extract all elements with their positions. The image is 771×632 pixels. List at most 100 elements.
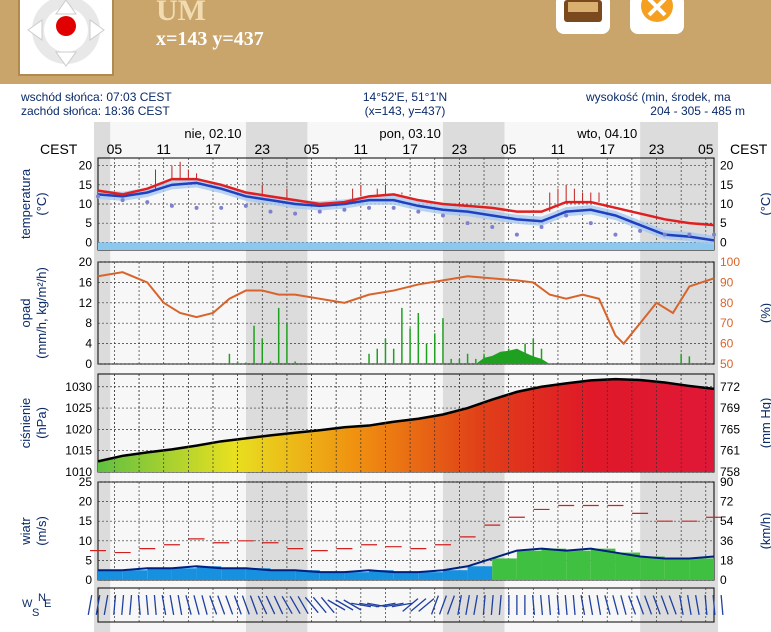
wind-direction-arrow xyxy=(473,595,478,615)
elevation-values: 204 - 305 - 485 m xyxy=(650,104,745,118)
wind-direction-arrow xyxy=(668,595,677,615)
wind-direction-arrow xyxy=(201,595,208,615)
night-band xyxy=(640,122,718,632)
wind-direction-arrow xyxy=(121,594,125,616)
y-tick-label: 1015 xyxy=(65,444,92,458)
wind-direction-arrow xyxy=(265,595,276,615)
wind-direction-arrow xyxy=(383,602,404,608)
hour-label: 05 xyxy=(501,141,517,157)
model-name: UM xyxy=(156,0,206,27)
y-axis-unit: (m/s) xyxy=(34,516,49,546)
wind-speed-fill xyxy=(245,568,271,580)
wind-direction-arrow xyxy=(103,595,109,615)
wind-speed-fill xyxy=(221,568,246,580)
y-tick-label: 25 xyxy=(79,475,93,489)
wind-direction-arrow xyxy=(596,595,602,615)
wind-direction-arrow xyxy=(720,594,724,616)
wind-speed-fill xyxy=(295,570,320,580)
compass-arrows-icon[interactable] xyxy=(18,0,114,76)
pressure-line xyxy=(97,377,715,463)
wind-direction-arrow xyxy=(335,599,354,611)
y-tick-label-right: 72 xyxy=(720,495,734,509)
wind-speed-line xyxy=(98,547,715,574)
y-tick-label: 20 xyxy=(79,495,93,509)
wind-direction-arrow xyxy=(193,595,200,615)
hour-label: 05 xyxy=(698,141,714,157)
wind-direction-arrow xyxy=(540,594,544,616)
day-label: pon, 03.10 xyxy=(379,126,440,141)
y-tick-label-right: 15 xyxy=(720,178,734,192)
dewpoint-dot xyxy=(169,203,174,208)
precip-area xyxy=(475,348,550,364)
wind-direction-arrow xyxy=(257,595,268,615)
wind-speed-fill xyxy=(393,572,419,580)
tz-label-right: CEST xyxy=(730,141,768,157)
pressure-area xyxy=(98,379,714,472)
wind-direction-arrow xyxy=(281,596,293,614)
y-tick-label: 15 xyxy=(79,178,93,192)
export-icon xyxy=(564,0,602,22)
dewpoint-dot xyxy=(268,209,273,214)
dewpoint-dot xyxy=(662,232,667,237)
dewpoint-dot xyxy=(145,200,150,205)
temperature-blue-line xyxy=(97,181,715,242)
wind-direction-arrow xyxy=(636,595,645,615)
wind-speed-fill xyxy=(664,558,690,580)
wind-direction-arrow xyxy=(532,594,536,616)
y-tick-label-right: 60 xyxy=(720,337,734,351)
right-axis-title: (%) xyxy=(758,303,771,323)
y-tick-label-right: 100 xyxy=(720,255,740,269)
wind-speed-fill xyxy=(467,566,493,580)
dewpoint-dot xyxy=(243,203,248,208)
wind-direction-arrow xyxy=(177,595,183,615)
y-tick-label: 5 xyxy=(85,216,92,230)
wind-direction-arrow xyxy=(145,594,149,616)
y-tick-label-right: 765 xyxy=(720,422,740,436)
wind-speed-fill xyxy=(418,572,443,580)
wind-speed-fill xyxy=(541,548,567,580)
wind-speed-fill xyxy=(640,556,665,580)
direction-letter: E xyxy=(44,598,51,610)
dewpoint-dot xyxy=(539,225,544,229)
y-tick-label: 0 xyxy=(85,357,92,371)
wind-speed-fill xyxy=(147,568,172,580)
y-tick-label: 15 xyxy=(79,514,93,528)
dewpoint-dot xyxy=(440,213,445,218)
hour-label: 23 xyxy=(254,141,270,157)
y-tick-label: 16 xyxy=(79,275,93,289)
wind-direction-arrow xyxy=(153,594,157,616)
close-button[interactable] xyxy=(630,0,684,34)
tz-label-left: CEST xyxy=(40,141,78,157)
wind-direction-arrow xyxy=(644,595,653,615)
wind-direction-arrow xyxy=(418,598,435,612)
wind-direction-arrow xyxy=(297,596,309,614)
export-button[interactable] xyxy=(556,0,610,34)
y-tick-label-right: 80 xyxy=(720,296,734,310)
meteogram: wschód słońca: 07:03 CEST zachód słońca:… xyxy=(18,90,771,632)
wind-direction-arrow xyxy=(482,594,486,616)
y-tick-label: 10 xyxy=(79,534,93,548)
header-bar: UM x=143 y=437 xyxy=(0,0,771,84)
wind-direction-arrow xyxy=(161,595,167,615)
hour-label: 17 xyxy=(402,141,418,157)
wind-direction-arrow xyxy=(438,595,447,615)
dewpoint-dot xyxy=(588,221,593,226)
direction-letter: W xyxy=(22,598,33,610)
sunrise-text: wschód słońca: 07:03 CEST xyxy=(20,90,172,104)
day-label: wto, 04.10 xyxy=(576,126,637,141)
wind-direction-arrow xyxy=(95,595,101,615)
wind-speed-fill xyxy=(196,566,222,580)
y-axis-unit: (°C) xyxy=(34,192,49,215)
y-tick-label-right: 90 xyxy=(720,475,734,489)
y-tick-label-right: 70 xyxy=(720,316,734,330)
y-axis-title: opad xyxy=(18,299,33,328)
wind-direction-arrow xyxy=(564,594,568,616)
wind-direction-arrow xyxy=(241,595,250,615)
wind-direction-arrow xyxy=(588,595,594,615)
y-tick-label-right: 54 xyxy=(720,514,734,528)
dewpoint-dot xyxy=(514,232,519,237)
wind-direction-arrow xyxy=(686,595,692,615)
y-tick-label-right: 0 xyxy=(720,235,727,249)
wind-direction-arrow xyxy=(185,595,192,615)
dewpoint-dot xyxy=(293,211,298,216)
